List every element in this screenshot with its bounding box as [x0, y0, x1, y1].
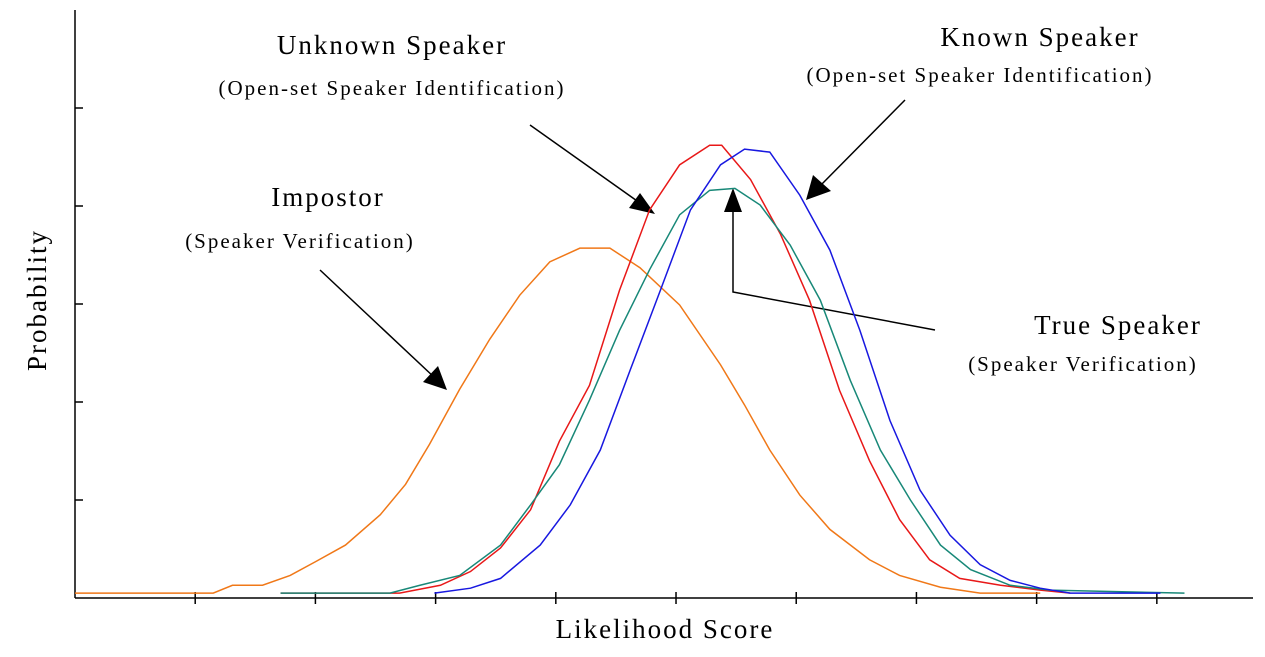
- arrow-head: [724, 188, 742, 212]
- arrow: [817, 99, 906, 189]
- y-axis-label: Probability: [22, 229, 52, 371]
- arrows: [319, 99, 936, 390]
- x-axis-label: Likelihood Score: [556, 614, 775, 644]
- arrow: [319, 269, 436, 379]
- annotation-sub: (Speaker Verification): [185, 229, 415, 253]
- annotation: True Speaker: [1034, 310, 1202, 340]
- annotation: Known Speaker: [940, 22, 1139, 52]
- arrow: [732, 205, 936, 331]
- annotation-sub: (Speaker Verification): [968, 352, 1198, 376]
- series-line: [280, 144, 1071, 594]
- arrow-head: [806, 175, 831, 200]
- series-line: [75, 247, 1041, 594]
- annotation: Impostor: [271, 182, 385, 212]
- annotation-sub: (Open-set Speaker Identification): [806, 63, 1153, 87]
- arrow-head: [629, 193, 655, 214]
- annotation: Unknown Speaker: [277, 30, 507, 60]
- series-line: [434, 148, 1161, 594]
- arrow: [529, 124, 641, 204]
- annotation-sub: (Open-set Speaker Identification): [218, 76, 565, 100]
- arrow-head: [423, 366, 447, 390]
- series-line: [280, 187, 1185, 594]
